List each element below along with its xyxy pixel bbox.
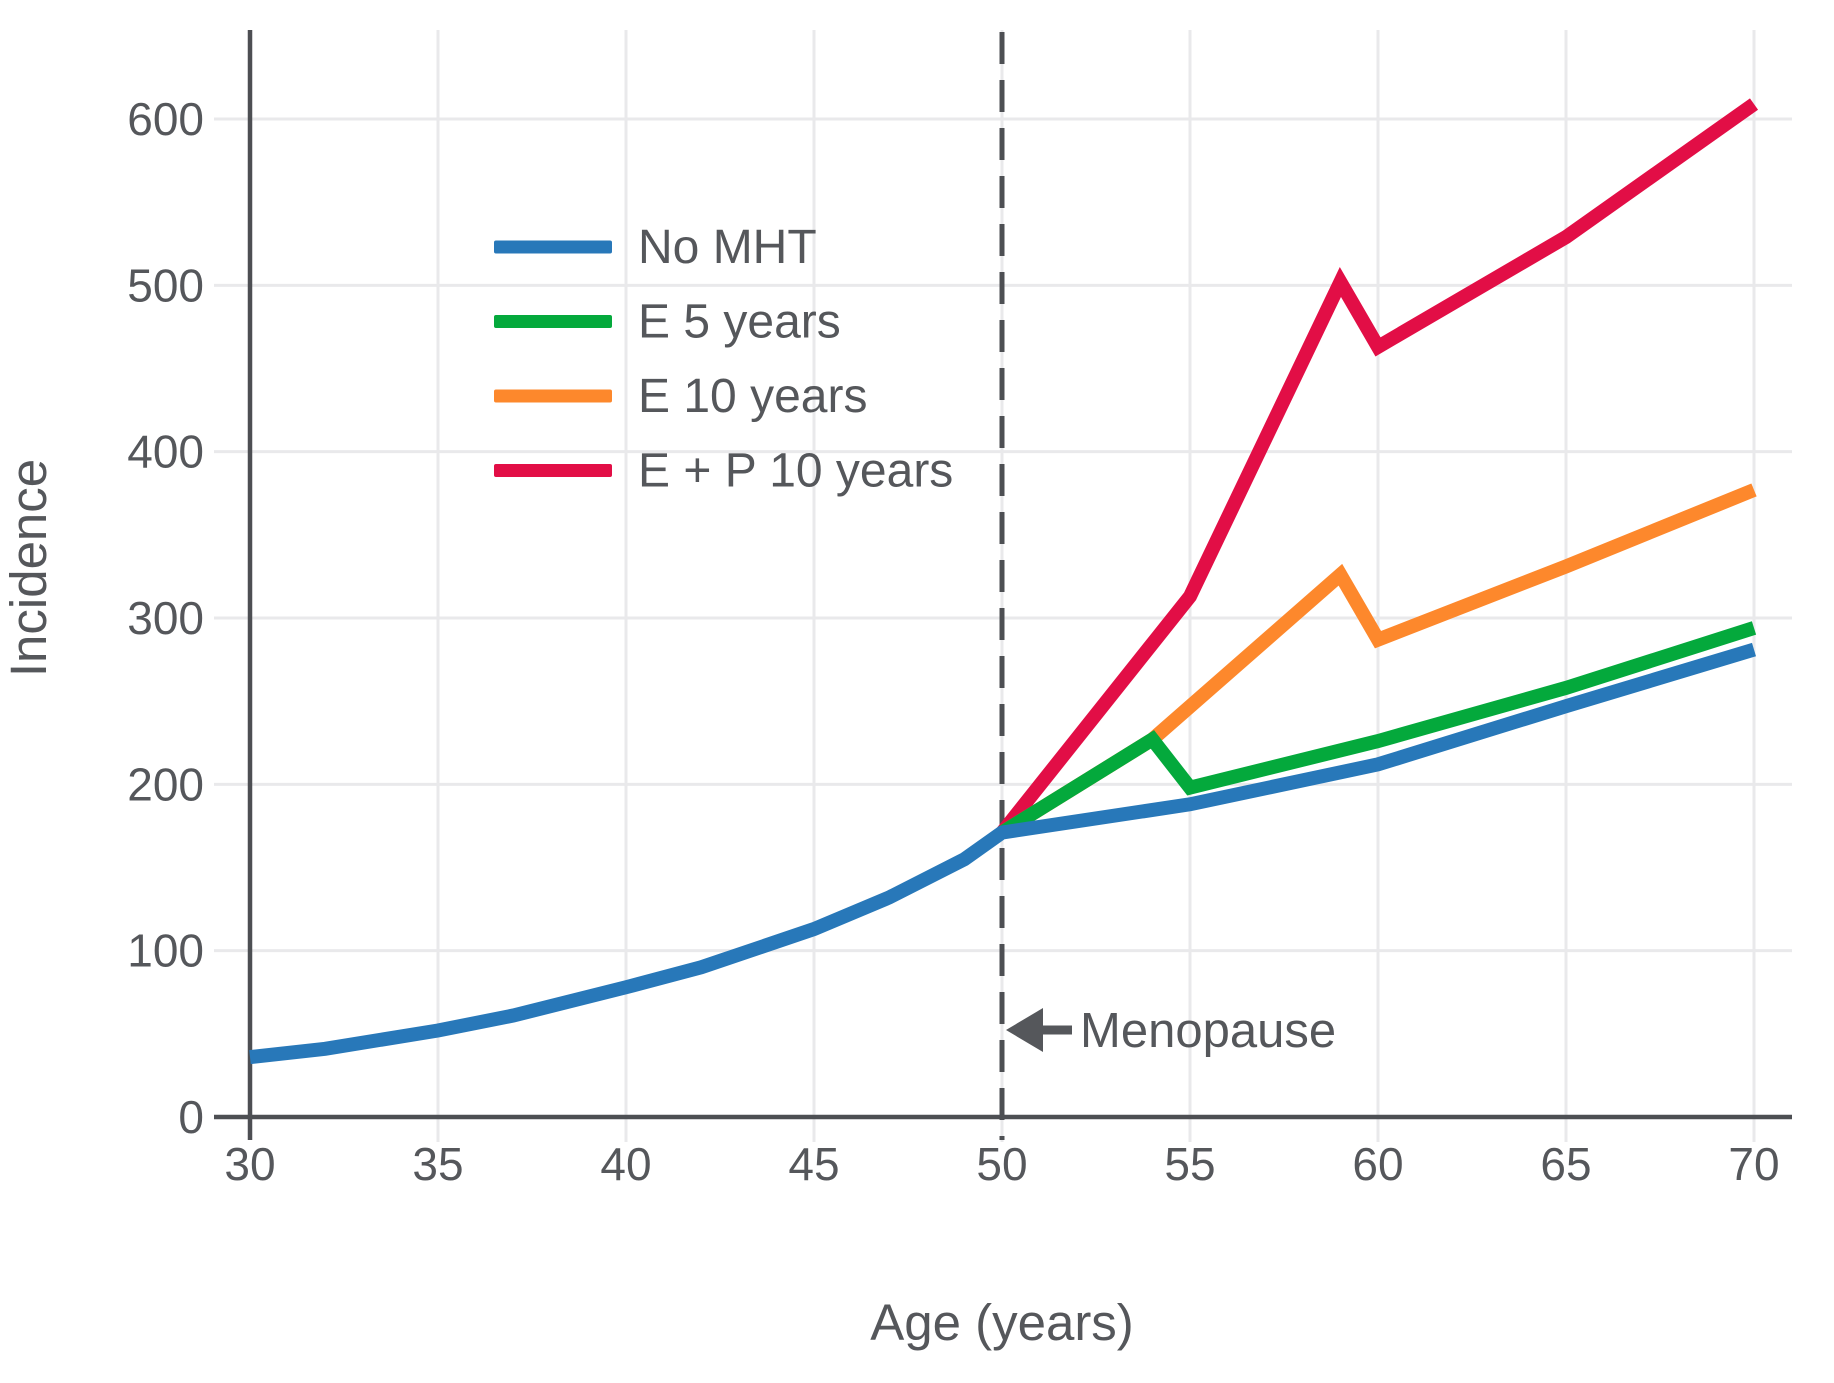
x-axis-title: Age (years) (870, 1294, 1134, 1351)
line-e-p-10-years (996, 98, 1759, 837)
x-tick-label-60: 60 (1352, 1138, 1403, 1190)
legend-label-e-5-years: E 5 years (638, 296, 841, 349)
y-tick-label-200: 200 (127, 758, 204, 810)
x-tick-label-40: 40 (600, 1138, 651, 1190)
legend-item-e-10-years: E 10 years (494, 370, 867, 423)
legend-swatch-e-p-10-years (494, 464, 612, 477)
y-tick-label-400: 400 (127, 426, 204, 478)
y-tick-label-500: 500 (127, 259, 204, 311)
x-tick-label-45: 45 (788, 1138, 839, 1190)
legend: No MHT E 5 years E 10 years E + P 10 years (494, 221, 953, 498)
line-e-5-years (998, 621, 1757, 839)
x-tick-label-65: 65 (1540, 1138, 1591, 1190)
x-tick-label-35: 35 (412, 1138, 463, 1190)
x-tick-label-70: 70 (1728, 1138, 1779, 1190)
line-no-mht (249, 642, 1757, 1065)
menopause-label: Menopause (1080, 1004, 1336, 1058)
legend-swatch-e-5-years (494, 315, 612, 328)
arrow-left-icon (1006, 1008, 1072, 1052)
y-tick-label-100: 100 (127, 925, 204, 977)
legend-item-no-mht: No MHT (494, 221, 817, 274)
y-tick-label-600: 600 (127, 93, 204, 145)
legend-swatch-no-mht (494, 240, 612, 254)
y-tick-label-0: 0 (178, 1091, 204, 1143)
axes (214, 30, 1792, 1140)
tick-labels: 30 35 40 45 50 55 60 65 70 0 100 200 300 400 500 600 (127, 93, 1779, 1190)
legend-item-e-p-10-years: E + P 10 years (494, 445, 953, 498)
x-tick-label-30: 30 (224, 1138, 275, 1190)
x-tick-label-50: 50 (976, 1138, 1027, 1190)
legend-item-e-5-years: E 5 years (494, 296, 841, 349)
y-axis-title: Incidence (0, 459, 57, 677)
legend-label-e-p-10-years: E + P 10 years (638, 445, 953, 498)
series-layer (249, 98, 1759, 1065)
legend-swatch-e-10-years (494, 389, 612, 403)
y-tick-label-300: 300 (127, 592, 204, 644)
menopause-annotation: Menopause (1006, 1004, 1336, 1058)
legend-label-no-mht: No MHT (638, 221, 817, 274)
x-tick-label-55: 55 (1164, 1138, 1215, 1190)
legend-label-e-10-years: E 10 years (638, 370, 867, 423)
